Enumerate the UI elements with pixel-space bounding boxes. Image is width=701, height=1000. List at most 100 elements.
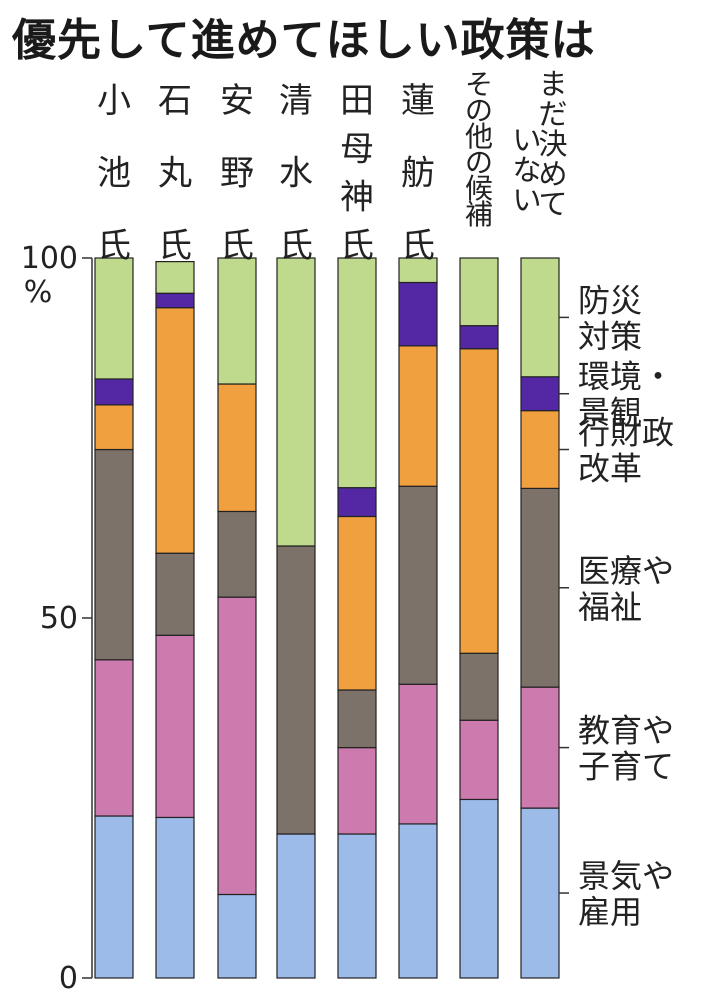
- category-label: 氏: [340, 226, 374, 266]
- bar-segment: [217, 893, 257, 979]
- bar-segment: [459, 348, 499, 654]
- category-label: て: [538, 187, 567, 221]
- y-unit-label: %: [24, 275, 53, 310]
- category-label: め: [538, 157, 567, 191]
- y-tick-label: 100: [21, 241, 78, 276]
- category-label: 田: [340, 81, 374, 121]
- legend-label: 対策: [578, 317, 642, 355]
- category-label: 氏: [220, 226, 254, 266]
- legend-label: 景気や: [578, 857, 674, 895]
- bar-segment: [94, 257, 134, 380]
- y-axis: 100 50 0%: [21, 241, 93, 996]
- bar-segment: [459, 652, 499, 721]
- bar-segment: [155, 552, 195, 636]
- category-label: 他: [465, 120, 493, 153]
- category-label: 水: [279, 154, 313, 194]
- legend-label: 環境・: [578, 358, 674, 396]
- legend-label: 防災: [578, 281, 642, 319]
- category-label: 蓮: [401, 81, 435, 121]
- legend-label: 子育て: [578, 748, 674, 786]
- bar-segment: [459, 257, 499, 327]
- category-label: 候: [465, 172, 493, 205]
- bar-segment: [337, 833, 377, 979]
- bar-segment: [520, 487, 560, 688]
- bar-segment: [337, 487, 377, 518]
- bar-stack: [337, 257, 377, 979]
- category-label: 丸: [158, 154, 192, 194]
- bar-segment: [94, 448, 134, 661]
- category-label: 神: [340, 178, 374, 218]
- bar-segment: [520, 410, 560, 490]
- legend-label: 改革: [578, 450, 642, 488]
- bar-stack: [398, 257, 438, 979]
- category-label: 池: [97, 154, 131, 194]
- bar-stack: [155, 261, 195, 979]
- bar-segment: [459, 798, 499, 979]
- category-label: 小: [97, 81, 131, 121]
- category-label: だ: [538, 97, 567, 131]
- bar-segment: [398, 485, 438, 685]
- category-label: 決: [538, 127, 567, 161]
- bar-stack: [520, 257, 560, 979]
- bar-segment: [217, 257, 257, 385]
- category-label: そ: [465, 68, 493, 101]
- bar-segment: [155, 307, 195, 554]
- bar-segment: [520, 257, 560, 378]
- bar-stack: [217, 257, 257, 979]
- bar-segment: [217, 383, 257, 513]
- chart-title: 優先して進めてほしい政策は: [12, 15, 596, 66]
- category-label: 氏: [401, 226, 435, 266]
- bar-stack: [459, 257, 499, 979]
- bar-segment: [155, 816, 195, 979]
- bar-segment: [398, 823, 438, 979]
- bar-segment: [155, 292, 195, 309]
- bars: [94, 257, 560, 979]
- y-tick-label: 50: [40, 601, 78, 636]
- category-label: の: [465, 94, 493, 127]
- category-label: 補: [465, 198, 493, 231]
- category-label: い: [512, 183, 541, 217]
- bar-segment: [276, 833, 316, 979]
- legend-label: 景観: [578, 394, 642, 432]
- y-tick-label: 0: [59, 961, 78, 996]
- category-label: 氏: [97, 226, 131, 266]
- bar-segment: [459, 325, 499, 350]
- bar-segment: [337, 746, 377, 835]
- legend-label: 雇用: [578, 893, 642, 931]
- bar-segment: [155, 634, 195, 819]
- category-label: ま: [538, 67, 567, 101]
- legend-label: 医療や: [578, 552, 674, 590]
- category-label: 石: [158, 81, 192, 121]
- legend-label: 行財政: [578, 414, 674, 452]
- category-label: 清: [279, 81, 313, 121]
- bar-segment: [520, 807, 560, 979]
- category-label: い: [512, 123, 541, 157]
- bar-stack: [276, 257, 316, 979]
- category-label: の: [465, 146, 493, 179]
- bar-stack: [94, 257, 134, 979]
- bar-segment: [520, 376, 560, 412]
- bar-segment: [155, 261, 195, 294]
- category-label: 氏: [279, 226, 313, 266]
- bar-segment: [94, 659, 134, 817]
- category-label: 野: [220, 154, 254, 194]
- bar-segment: [398, 345, 438, 487]
- bar-segment: [94, 815, 134, 979]
- category-label: 母: [340, 129, 374, 169]
- legend-label: 教育や: [578, 712, 674, 750]
- bar-segment: [520, 686, 560, 809]
- bar-segment: [337, 689, 377, 749]
- bar-segment: [217, 596, 257, 896]
- bar-segment: [276, 257, 316, 547]
- bar-segment: [217, 510, 257, 598]
- bar-segment: [337, 257, 377, 489]
- legend-label: 福祉: [578, 588, 642, 626]
- bar-segment: [337, 515, 377, 691]
- bar-segment: [276, 545, 316, 835]
- bar-segment: [94, 378, 134, 406]
- category-label: 安: [220, 81, 254, 121]
- bar-segment: [398, 281, 438, 347]
